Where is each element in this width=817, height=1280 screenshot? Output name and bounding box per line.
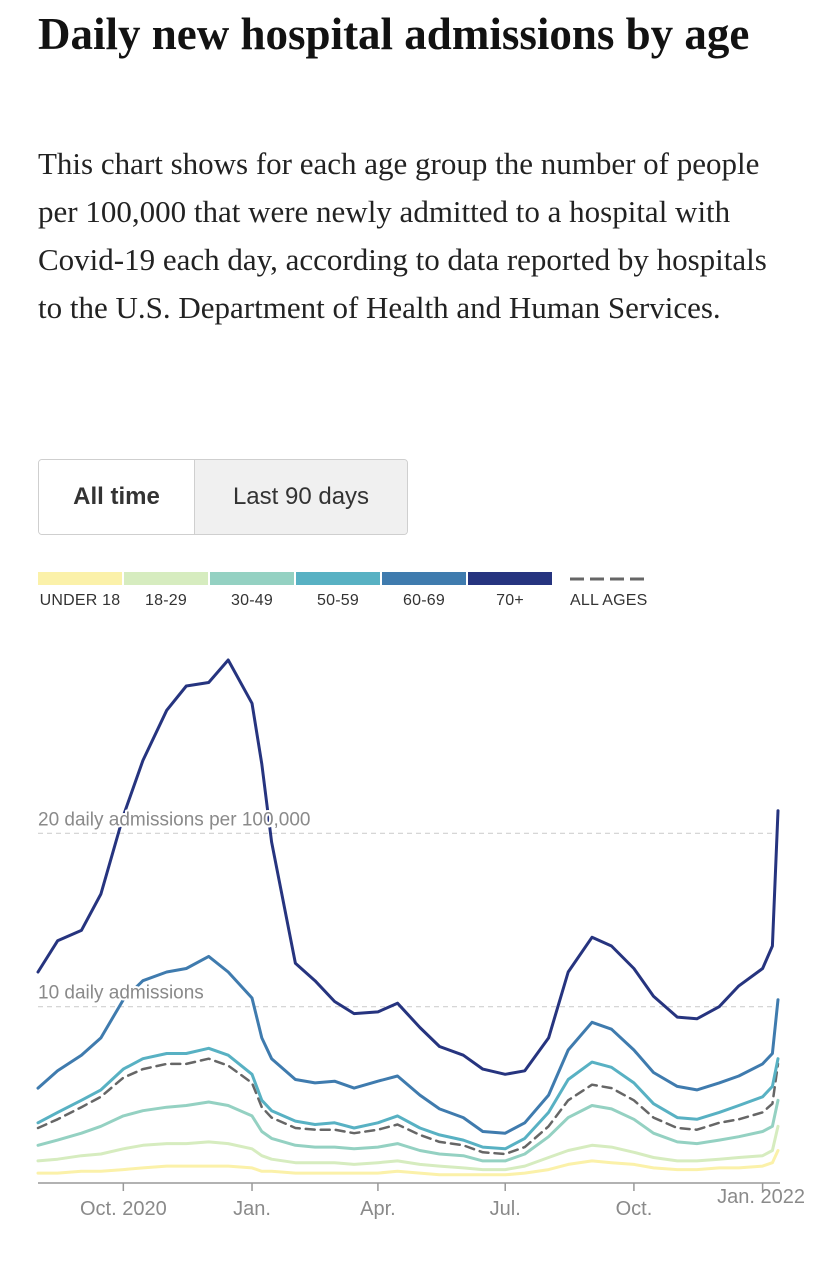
legend-label-50-59: 50-59: [317, 592, 359, 609]
legend-item-60-69: 60-69: [382, 572, 466, 610]
y-axis-label: 10 daily admissions: [38, 983, 204, 1004]
legend-item-all-ages: ALL AGES: [570, 572, 680, 610]
legend-label-under-18: UNDER 18: [39, 592, 121, 609]
series-line-70-plus: [36, 658, 780, 1076]
legend-label-18-29: 18-29: [145, 592, 187, 609]
legend-swatch-all-ages: [570, 577, 650, 581]
x-tick-label: Jul.: [490, 1198, 521, 1220]
legend-swatch-under-18: [38, 572, 122, 585]
legend-label-30-49: 30-49: [231, 592, 273, 609]
series-line-18-29: [36, 1124, 780, 1172]
legend-label-60-69: 60-69: [403, 592, 445, 609]
chart-title: Daily new hospital admissions by age: [38, 9, 750, 59]
series-line-50-59: [36, 1046, 780, 1151]
legend-label-70-plus: 70+: [496, 592, 524, 609]
legend-swatch-70-plus: [468, 572, 552, 585]
legend-item-70-plus: 70+: [468, 572, 552, 610]
line-chart: Oct. 2020 Jan. Apr. Jul. Oct. Jan. 2022 20 da…: [36, 658, 805, 1220]
legend-swatch-50-59: [296, 572, 380, 585]
x-tick-label: Apr.: [360, 1198, 396, 1220]
legend-swatch-30-49: [210, 572, 294, 585]
series-line-30-49: [36, 1098, 780, 1163]
legend-item-under-18: UNDER 18: [38, 572, 122, 610]
x-tick-label: Jan.: [233, 1198, 271, 1220]
x-tick-label: Jan. 2022: [717, 1186, 805, 1208]
series-line-under-18: [36, 1149, 780, 1177]
x-tick-label: Oct. 2020: [80, 1198, 167, 1220]
legend-item-18-29: 18-29: [124, 572, 208, 610]
legend-swatch-18-29: [124, 572, 208, 585]
chart-legend: UNDER 18 18-29 30-49 50-59 60-69 70+ ALL…: [38, 572, 678, 612]
legend-item-30-49: 30-49: [210, 572, 294, 610]
legend-swatch-60-69: [382, 572, 466, 585]
series-line-60-69: [36, 954, 780, 1135]
last-90-days-button[interactable]: Last 90 days: [195, 460, 407, 534]
all-time-button[interactable]: All time: [39, 460, 195, 534]
y-axis-label: 20 daily admissions per 100,000: [38, 809, 311, 830]
x-tick-label: Oct.: [616, 1198, 653, 1220]
chart-description: This chart shows for each age group the …: [38, 146, 767, 325]
legend-item-50-59: 50-59: [296, 572, 380, 610]
time-range-toggle: All time Last 90 days: [38, 459, 408, 535]
series-line-all-ages: [36, 1057, 780, 1156]
legend-label-all-ages: ALL AGES: [570, 592, 648, 609]
